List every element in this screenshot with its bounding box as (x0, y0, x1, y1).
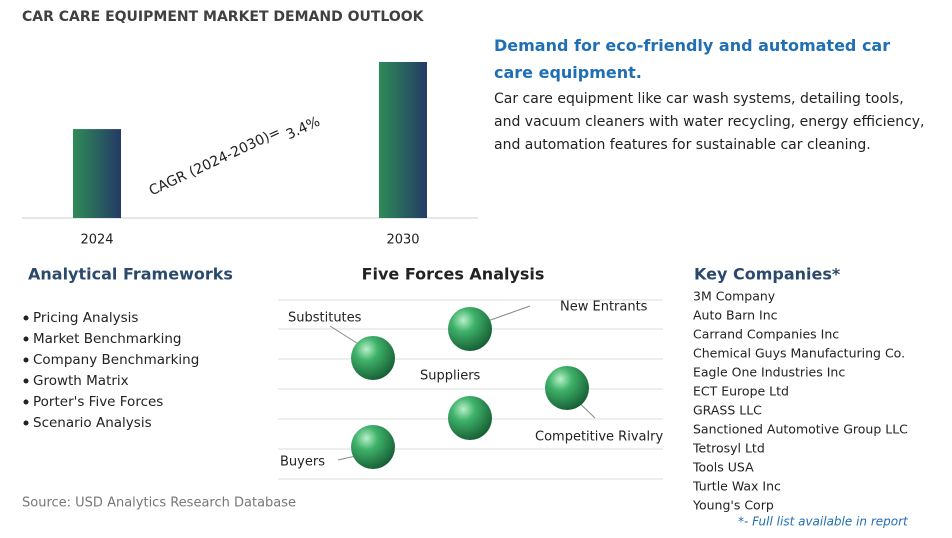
highlight: Demand for eco-friendly and automated ca… (494, 36, 925, 153)
bullet (23, 357, 29, 363)
company: Tetrosyl Ltd (692, 441, 765, 456)
company: Tools USA (692, 460, 754, 475)
spheres (351, 307, 589, 469)
five-forces-title: Five Forces Analysis (362, 265, 545, 284)
bullet (23, 336, 29, 342)
force-label: Substitutes (288, 311, 362, 326)
framework-item: Porter's Five Forces (33, 394, 163, 410)
framework-item: Growth Matrix (33, 373, 129, 389)
x-tick-label: 2024 (80, 233, 113, 248)
cagr-label: CAGR (2024-2030)= (147, 124, 283, 199)
company: Turtle Wax Inc (692, 479, 781, 494)
framework-item: Market Benchmarking (33, 331, 181, 347)
cagr-value: 3.4% (284, 114, 323, 144)
frameworks-title: Analytical Frameworks (28, 265, 233, 284)
highlight-text: Car care equipment like car wash systems… (494, 91, 925, 153)
company: Auto Barn Inc (693, 308, 778, 323)
force-label: Buyers (280, 455, 325, 470)
force-label: Suppliers (420, 369, 481, 384)
company: 3M Company (693, 289, 776, 304)
companies-title: Key Companies* (694, 265, 841, 284)
companies-note: *- Full list available in report (738, 515, 909, 529)
framework-item: Pricing Analysis (33, 310, 138, 326)
force-label: Competitive Rivalry (535, 430, 663, 445)
bar (73, 129, 121, 218)
highlight-title: Demand for eco-friendly and automated ca… (494, 36, 891, 82)
x-tick-label: 2030 (386, 233, 419, 248)
company: ECT Europe Ltd (693, 384, 789, 399)
company: Carrand Companies Inc (693, 327, 839, 342)
company: GRASS LLC (693, 403, 762, 418)
company: Sanctioned Automotive Group LLC (693, 422, 908, 437)
company: Eagle One Industries Inc (693, 365, 845, 380)
bullet (23, 315, 29, 321)
bullet (23, 378, 29, 384)
bar (379, 62, 427, 218)
framework-item: Company Benchmarking (33, 352, 199, 368)
company: Chemical Guys Manufacturing Co. (693, 346, 905, 361)
framework-item: Scenario Analysis (33, 415, 152, 431)
source: Source: USD Analytics Research Database (22, 496, 296, 511)
bullet (23, 399, 29, 405)
title: CAR CARE EQUIPMENT MARKET DEMAND OUTLOOK (22, 9, 425, 25)
bullet (23, 420, 29, 426)
company: Young's Corp (692, 498, 774, 513)
force-label: New Entrants (560, 300, 648, 315)
